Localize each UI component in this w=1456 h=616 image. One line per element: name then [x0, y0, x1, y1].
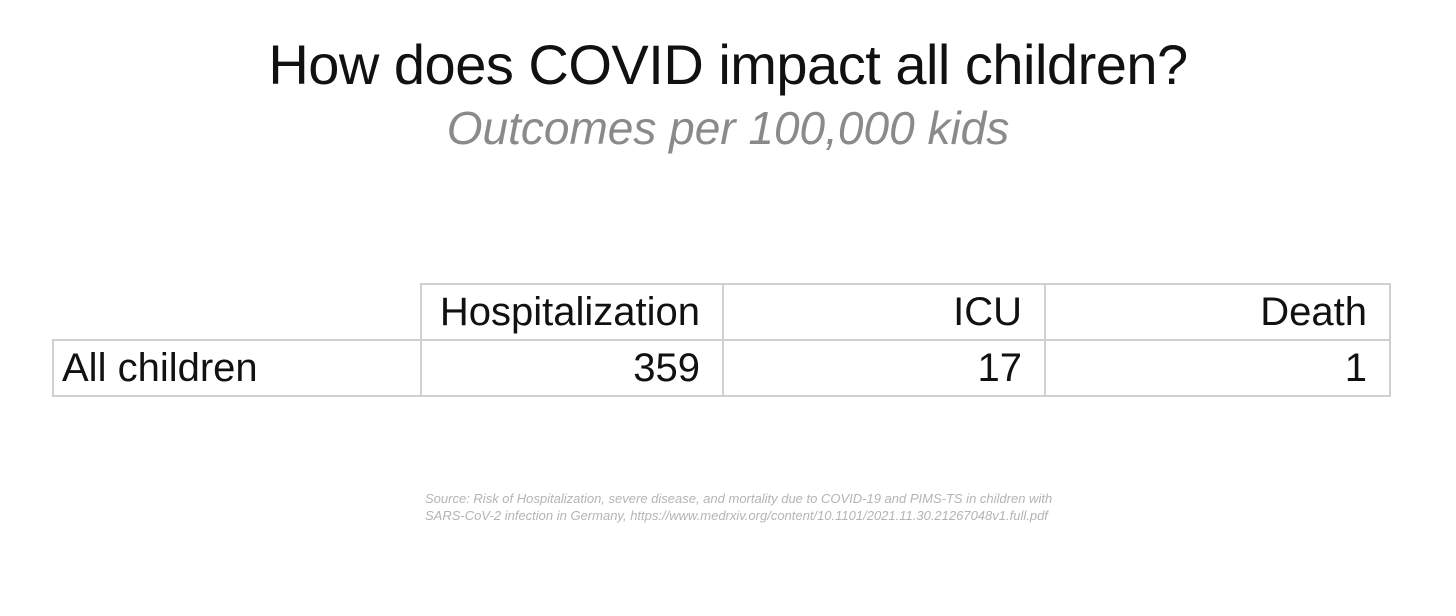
table-row: All children 359 17 1 — [52, 339, 1391, 397]
table-header-row: Hospitalization ICU Death — [53, 283, 1391, 341]
chart-subtitle: Outcomes per 100,000 kids — [446, 102, 1010, 154]
cell-icu: 17 — [722, 339, 1046, 397]
source-line-2: SARS-CoV-2 infection in Germany, https:/… — [425, 508, 1048, 523]
cell-death: 1 — [1044, 339, 1391, 397]
row-label-all-children: All children — [52, 339, 422, 397]
cell-hospitalization: 359 — [420, 339, 724, 397]
chart-title: How does COVID impact all children? — [268, 33, 1188, 96]
column-header-icu: ICU — [722, 283, 1046, 341]
column-header-death: Death — [1044, 283, 1391, 341]
source-note: Source: Risk of Hospitalization, severe … — [425, 490, 1185, 524]
table-corner-cell — [53, 284, 421, 340]
column-header-hospitalization: Hospitalization — [420, 283, 724, 341]
source-line-1: Source: Risk of Hospitalization, severe … — [425, 491, 1053, 506]
outcomes-table: Hospitalization ICU Death All children 3… — [52, 283, 1391, 397]
